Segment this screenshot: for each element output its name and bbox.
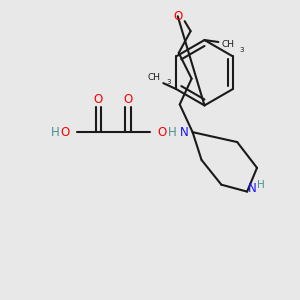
Text: O: O [94, 93, 103, 106]
Text: CH: CH [222, 40, 235, 50]
Text: O: O [157, 126, 167, 139]
Text: 3: 3 [239, 47, 244, 53]
Text: O: O [60, 126, 69, 139]
Text: O: O [124, 93, 133, 106]
Text: H: H [257, 180, 265, 190]
Text: O: O [173, 10, 182, 23]
Text: 3: 3 [166, 79, 171, 85]
Text: H: H [50, 126, 59, 139]
Text: N: N [180, 126, 189, 139]
Text: CH: CH [148, 73, 161, 82]
Text: H: H [167, 126, 176, 139]
Text: N: N [248, 182, 256, 195]
